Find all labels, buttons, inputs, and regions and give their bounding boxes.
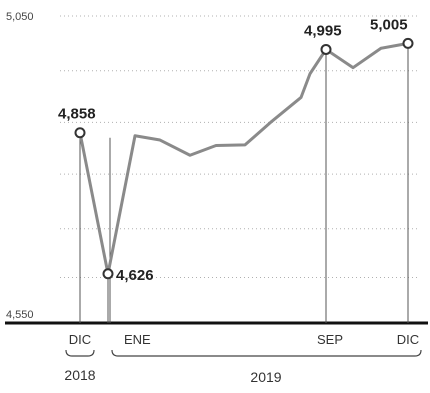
year-label-2019: 2019 (250, 369, 281, 385)
x-tick-label-1: ENE (124, 332, 151, 347)
data-point-1 (102, 268, 114, 280)
series-line (78, 41, 409, 276)
x-tick-label-3: DIC (397, 332, 419, 347)
data-point-10 (320, 43, 332, 55)
x-tick-label-0: DIC (69, 332, 91, 347)
y-tick-label-bottom: 4,550 (6, 309, 34, 321)
year-bracket-2018 (65, 349, 95, 357)
x-tick-label-2: SEP (317, 332, 343, 347)
year-label-2018: 2018 (64, 367, 95, 383)
data-point-0 (74, 127, 86, 139)
data-label-13: 5,005 (370, 16, 408, 33)
data-label-10: 4,995 (304, 22, 342, 39)
data-label-0: 4,858 (58, 106, 96, 123)
data-point-13 (402, 37, 414, 49)
y-tick-label-top: 5,050 (6, 11, 34, 23)
data-label-1: 4,626 (116, 267, 154, 284)
year-bracket-2019 (111, 349, 422, 357)
